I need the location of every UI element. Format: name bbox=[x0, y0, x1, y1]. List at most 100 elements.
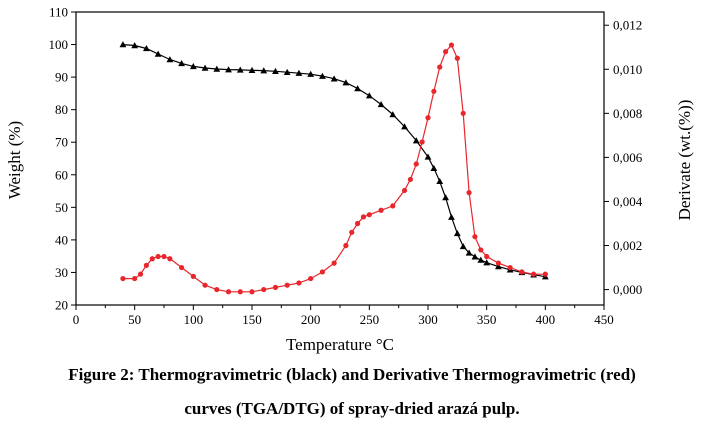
dtg-point bbox=[120, 275, 126, 282]
dtg-point bbox=[155, 253, 161, 260]
dtg-point bbox=[443, 49, 449, 55]
dtg-point bbox=[167, 256, 173, 262]
dtg-point bbox=[249, 289, 255, 295]
dtg-point bbox=[460, 110, 466, 116]
tga-point bbox=[401, 123, 408, 130]
tga-point bbox=[465, 249, 473, 256]
dtg-point bbox=[331, 260, 337, 266]
tga-point bbox=[307, 70, 315, 77]
y-left-tick-label: 30 bbox=[55, 265, 68, 280]
y-left-tick-label: 60 bbox=[55, 167, 68, 182]
tga-point bbox=[272, 67, 279, 74]
tga-point bbox=[295, 69, 303, 76]
tga-point bbox=[189, 62, 197, 70]
dtg-point bbox=[272, 284, 279, 290]
tga-point bbox=[389, 111, 397, 118]
dtg-point bbox=[366, 212, 372, 218]
tga-point bbox=[248, 66, 256, 73]
dtg-point bbox=[454, 55, 460, 61]
dtg-point bbox=[407, 176, 413, 183]
tga-point bbox=[430, 164, 438, 171]
dtg-point bbox=[378, 207, 384, 213]
dtg-point bbox=[437, 64, 443, 70]
tga-point bbox=[483, 259, 491, 266]
dtg-point bbox=[495, 260, 501, 266]
tga-point bbox=[213, 65, 221, 72]
y-right-tick-label: 0,004 bbox=[613, 194, 643, 209]
y-right-tick-label: 0,000 bbox=[613, 282, 642, 297]
tga-point bbox=[119, 41, 127, 48]
x-tick-label: 400 bbox=[536, 312, 556, 327]
dtg-point bbox=[190, 273, 196, 279]
tga-point bbox=[442, 194, 449, 201]
x-tick-label: 100 bbox=[184, 312, 204, 327]
dtg-point bbox=[143, 262, 149, 268]
figure-caption-line-2: curves (TGA/DTG) of spray-dried arazá pu… bbox=[184, 399, 520, 418]
dtg-point bbox=[308, 275, 314, 282]
dtg-point bbox=[507, 264, 513, 271]
y-right-tick-label: 0,012 bbox=[613, 18, 642, 33]
y-left-tick-label: 80 bbox=[55, 102, 68, 117]
tga-point bbox=[495, 263, 502, 270]
tga-point bbox=[283, 68, 291, 75]
tga-point bbox=[354, 85, 361, 92]
y-left-tick-label: 50 bbox=[55, 200, 68, 215]
tga-point bbox=[377, 101, 385, 108]
dtg-point bbox=[531, 271, 537, 277]
dtg-point bbox=[225, 289, 232, 295]
tga-point bbox=[342, 79, 350, 86]
tga-point bbox=[178, 60, 185, 67]
figure-caption-line-1: Figure 2: Thermogravimetric (black) and … bbox=[68, 365, 636, 384]
dtg-point bbox=[478, 247, 484, 253]
tga-point bbox=[448, 213, 455, 220]
tga-point bbox=[201, 64, 209, 71]
tga-point bbox=[424, 153, 432, 160]
y-right-tick-label: 0,006 bbox=[613, 150, 643, 165]
y-right-tick-label: 0,002 bbox=[613, 238, 642, 253]
dtg-point bbox=[542, 271, 548, 277]
x-tick-label: 450 bbox=[594, 312, 614, 327]
dtg-point bbox=[472, 234, 478, 240]
tga-point bbox=[459, 243, 467, 250]
dtg-point bbox=[413, 161, 419, 167]
tga-point bbox=[412, 137, 420, 144]
tga-point bbox=[143, 45, 150, 52]
dtg-point bbox=[132, 275, 138, 282]
dtg-point bbox=[484, 253, 490, 260]
tga-point bbox=[154, 50, 162, 57]
y-left-tick-label: 110 bbox=[49, 5, 68, 20]
y-right-axis-title: Derivate (wt.(%)) bbox=[675, 100, 694, 221]
dtg-point bbox=[149, 256, 155, 262]
tga-point bbox=[471, 253, 479, 260]
dtg-point bbox=[261, 286, 267, 293]
x-tick-label: 150 bbox=[242, 312, 262, 327]
dtg-point bbox=[401, 187, 408, 194]
plot-axes: 0 50 100 150 200 250 300 350 400 450 20 30 40 50 60 70 8… bbox=[49, 5, 643, 328]
tga-point bbox=[236, 66, 244, 73]
tga-point bbox=[365, 92, 373, 99]
dtg-point bbox=[349, 229, 355, 235]
y-left-tick-label: 90 bbox=[55, 70, 68, 85]
x-tick-label: 350 bbox=[477, 312, 497, 327]
dtg-point bbox=[161, 253, 167, 260]
x-axis-title: Temperature °C bbox=[286, 335, 394, 354]
dtg-point bbox=[425, 115, 431, 121]
tga-point bbox=[453, 229, 461, 237]
x-tick-label: 0 bbox=[73, 312, 80, 327]
y-right-tick-label: 0,010 bbox=[613, 62, 642, 77]
dtg-point bbox=[448, 42, 455, 48]
tga-point bbox=[225, 66, 232, 73]
x-tick-label: 250 bbox=[360, 312, 380, 327]
x-tick-label: 300 bbox=[418, 312, 438, 327]
y-left-axis-title: Weight (%) bbox=[5, 121, 24, 199]
dtg-point bbox=[355, 220, 361, 227]
dtg-point bbox=[237, 289, 243, 295]
dtg-point bbox=[179, 264, 185, 271]
dtg-series bbox=[120, 42, 548, 295]
dtg-point bbox=[390, 203, 396, 209]
tga-point bbox=[131, 42, 139, 49]
dtg-point bbox=[360, 214, 367, 220]
dtg-point bbox=[214, 286, 220, 293]
dtg-point bbox=[202, 282, 208, 288]
dtg-line bbox=[122, 43, 546, 293]
